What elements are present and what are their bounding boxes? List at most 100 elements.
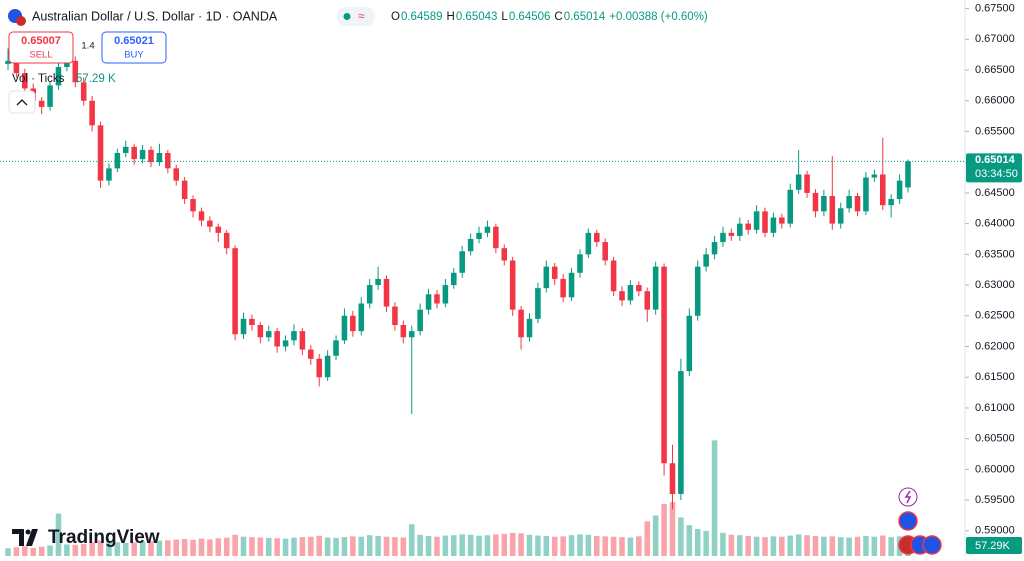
y-tick-label: 0.59500 bbox=[975, 494, 1015, 506]
candle-body bbox=[879, 174, 886, 206]
price-badge bbox=[966, 153, 1022, 183]
volume-bar bbox=[526, 534, 533, 556]
volume-bar bbox=[795, 534, 802, 556]
buy-button[interactable] bbox=[101, 31, 167, 64]
brand-name: TradingView bbox=[48, 527, 160, 548]
volume-bar bbox=[417, 534, 423, 556]
volume-bar bbox=[804, 535, 810, 556]
volume-bar bbox=[257, 537, 264, 556]
volume-bar bbox=[627, 537, 634, 556]
y-tick-label: 0.65500 bbox=[975, 125, 1015, 137]
volume-bar bbox=[753, 536, 760, 556]
y-tick-label: 0.62500 bbox=[975, 310, 1015, 322]
candle-body bbox=[366, 285, 373, 304]
candle-body bbox=[846, 195, 852, 209]
candle-body bbox=[156, 152, 163, 163]
volume-bar bbox=[223, 537, 230, 556]
candle-body bbox=[560, 278, 566, 298]
y-tick-label: 0.66000 bbox=[975, 95, 1015, 107]
volume-bar bbox=[661, 503, 667, 556]
candle-body bbox=[131, 146, 137, 160]
candle-body bbox=[509, 260, 516, 310]
collapse-button[interactable] bbox=[8, 90, 36, 114]
candle-body bbox=[316, 358, 322, 378]
y-tick-label: 0.63000 bbox=[975, 279, 1015, 291]
volume-bar bbox=[80, 544, 87, 556]
volume-bar bbox=[38, 546, 45, 556]
price-badge-value: 0.65014 bbox=[975, 154, 1016, 166]
volume-bar bbox=[240, 536, 247, 556]
y-tick-label: 0.67500 bbox=[975, 3, 1015, 15]
candle-body bbox=[863, 177, 869, 212]
market-open-dot bbox=[343, 13, 351, 20]
volume-bar bbox=[55, 513, 62, 556]
countdown: 03:34:50 bbox=[975, 168, 1018, 180]
candle-body bbox=[5, 60, 11, 64]
candle-body bbox=[408, 331, 415, 338]
candle-body bbox=[375, 278, 381, 286]
status-icon: ≈ bbox=[358, 9, 365, 23]
candle-body bbox=[728, 232, 735, 236]
status-pill[interactable] bbox=[337, 7, 375, 26]
volume-bar bbox=[316, 535, 322, 556]
volume-bar bbox=[265, 537, 272, 556]
candle-body bbox=[551, 266, 558, 279]
candle-body bbox=[400, 324, 407, 338]
volume-badge-value: 57.29K bbox=[975, 540, 1011, 552]
volume-bar bbox=[207, 539, 213, 556]
buy-price: 0.65021 bbox=[114, 35, 154, 47]
candle-body bbox=[22, 73, 28, 89]
volume-bar bbox=[577, 534, 583, 556]
y-tick-label: 0.63500 bbox=[975, 248, 1015, 260]
volume-bar bbox=[392, 537, 398, 556]
news-icon[interactable] bbox=[898, 511, 918, 531]
candle-body bbox=[652, 266, 659, 310]
candle-body bbox=[737, 223, 743, 236]
candle-body bbox=[198, 211, 205, 221]
candle-body bbox=[762, 211, 768, 233]
candle-body bbox=[392, 306, 398, 325]
collapse-icon bbox=[16, 99, 28, 106]
candle-body bbox=[139, 149, 146, 160]
candle-body bbox=[686, 315, 693, 372]
candle-body bbox=[308, 349, 314, 359]
volume-bar bbox=[47, 545, 53, 556]
sell-button[interactable] bbox=[8, 31, 74, 64]
news-icon[interactable] bbox=[922, 535, 942, 555]
candle-body bbox=[299, 331, 306, 350]
volume-bar bbox=[854, 536, 861, 556]
y-tick-label: 0.62000 bbox=[975, 340, 1015, 352]
volume-bar bbox=[425, 535, 432, 556]
candle-body bbox=[383, 278, 390, 307]
volume-bar bbox=[652, 515, 659, 556]
volume-bar bbox=[459, 534, 465, 556]
volume-bar bbox=[308, 536, 314, 556]
y-tick-label: 0.60000 bbox=[975, 463, 1015, 475]
candle-body bbox=[442, 285, 449, 304]
candle-body bbox=[274, 331, 280, 347]
volume-bar bbox=[737, 535, 743, 556]
volume-bar bbox=[602, 536, 608, 556]
volume-bar bbox=[770, 536, 777, 556]
candle-body bbox=[577, 254, 583, 273]
volume-bar bbox=[518, 533, 524, 556]
volume-bar bbox=[291, 537, 297, 556]
volume-bar bbox=[509, 532, 516, 556]
candle-body bbox=[459, 251, 465, 273]
y-tick-label: 0.67000 bbox=[975, 33, 1015, 45]
volume-bar bbox=[451, 535, 457, 556]
volume-bar bbox=[333, 537, 339, 556]
candle-body bbox=[64, 60, 70, 67]
volume-bar bbox=[644, 521, 651, 556]
volume-bar bbox=[165, 540, 171, 556]
volume-bar bbox=[711, 440, 718, 556]
candle-body bbox=[661, 266, 667, 464]
candle-body bbox=[148, 149, 154, 163]
candle-body bbox=[703, 254, 709, 267]
volume-bar bbox=[535, 535, 541, 556]
change-label: +0.00388 (+0.60%) bbox=[609, 11, 708, 23]
candle-body bbox=[232, 248, 238, 335]
candle-body bbox=[467, 238, 474, 252]
sell-price: 0.65007 bbox=[21, 35, 61, 47]
candle-body bbox=[190, 199, 196, 212]
